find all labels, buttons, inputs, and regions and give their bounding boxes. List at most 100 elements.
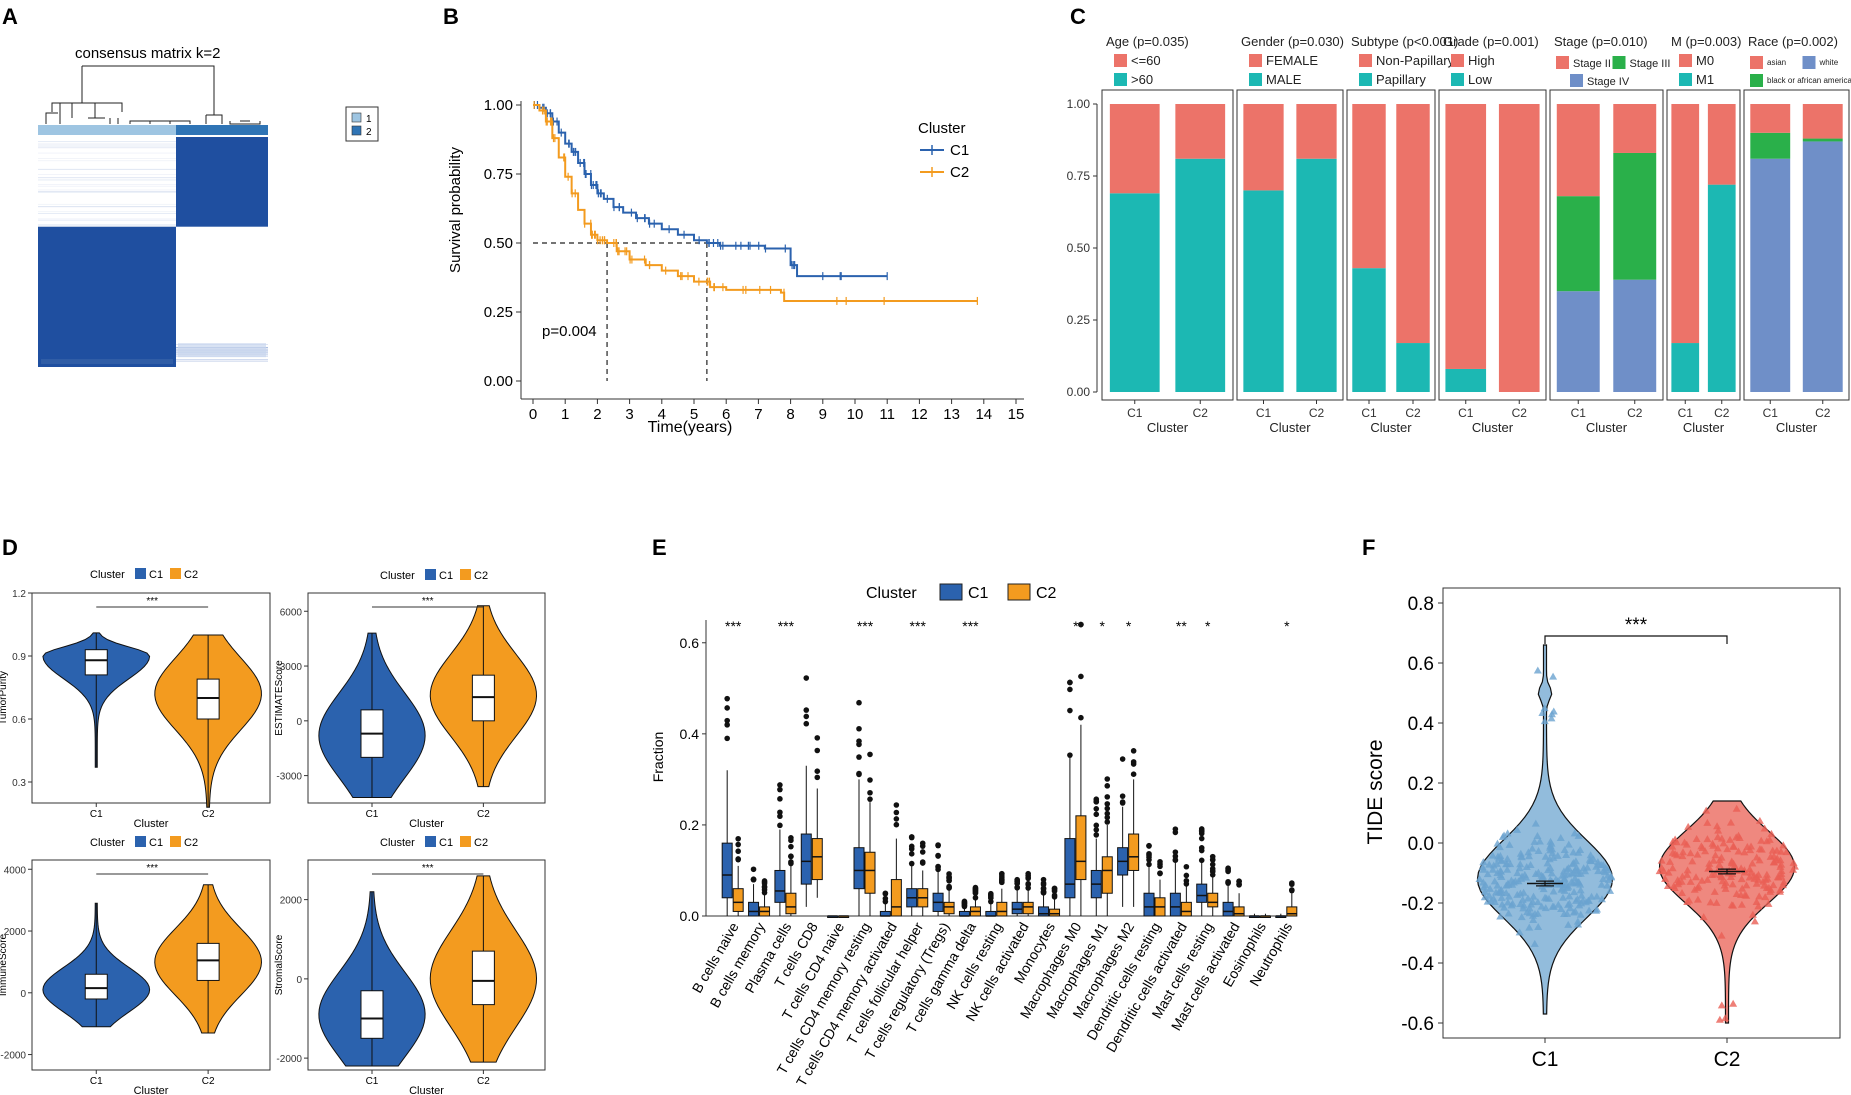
c-facet-frame — [1101, 89, 1234, 401]
f-point — [1524, 848, 1533, 856]
f-xtick-label: C1 — [1532, 1048, 1559, 1071]
panel-label-b: B — [443, 4, 459, 29]
c-facet-frame — [1666, 89, 1741, 401]
e-outlier — [803, 720, 810, 727]
b-xtick-label: 4 — [658, 406, 666, 423]
f-point — [1702, 806, 1711, 814]
e-outlier — [1104, 776, 1111, 782]
c-bar-segment — [1498, 104, 1540, 392]
f-ytick-label: 0.2 — [1408, 774, 1434, 795]
d-xtick-label: C2 — [202, 809, 215, 820]
f-point — [1486, 884, 1495, 892]
f-point — [1490, 877, 1499, 885]
c-legend-label: Non-Papillary — [1376, 53, 1455, 68]
f-point — [1677, 889, 1686, 897]
f-point — [1514, 877, 1523, 885]
e-outlier — [882, 898, 889, 905]
e-legend-swatch-c1 — [939, 583, 963, 601]
f-point — [1757, 836, 1766, 844]
c-legend-label: M1 — [1696, 72, 1714, 87]
d-legend-c1: C1 — [149, 837, 163, 849]
c-facet-title: Subtype (p<0.001) — [1351, 34, 1458, 49]
c-bar-segment — [1243, 104, 1284, 191]
c-legend-label: MALE — [1266, 72, 1302, 87]
b-xtick-label: 6 — [722, 406, 730, 423]
c-bar-segment — [1243, 190, 1284, 392]
e-outlier — [777, 782, 783, 788]
f-point — [1709, 841, 1718, 849]
e-outlier — [999, 873, 1005, 879]
c-xtick-label: C1 — [1678, 406, 1694, 420]
f-point — [1563, 909, 1572, 917]
f-point — [1693, 884, 1702, 892]
e-box-c1 — [721, 842, 733, 899]
e-outlier — [867, 777, 873, 783]
f-point — [1541, 852, 1550, 860]
e-outlier — [1119, 793, 1126, 799]
c-legend-swatch — [1114, 54, 1127, 67]
f-point — [1575, 901, 1584, 909]
c-xtick-label: C2 — [1309, 406, 1325, 420]
panel-label-d: D — [2, 535, 18, 560]
f-point — [1516, 900, 1525, 908]
e-legend-c1: C1 — [968, 585, 989, 602]
c-facet-title: Race (p=0.002) — [1748, 34, 1838, 49]
f-point — [1672, 838, 1681, 846]
legend-swatch-2 — [351, 125, 362, 136]
e-outlier — [1014, 880, 1020, 887]
e-outlier — [856, 770, 862, 777]
f-point — [1483, 870, 1492, 878]
f-point — [1516, 860, 1525, 868]
f-point — [1715, 860, 1724, 868]
f-point — [1525, 904, 1534, 912]
f-point — [1729, 999, 1738, 1007]
f-point — [1713, 844, 1722, 852]
e-outlier — [1078, 714, 1084, 721]
c-ytick-label: 0.50 — [1067, 241, 1091, 255]
f-point — [1546, 846, 1555, 854]
c-legend-label: FEMALE — [1266, 53, 1318, 68]
c-xtick-label: C2 — [1193, 406, 1209, 420]
f-point — [1668, 842, 1677, 850]
b-ytick-label: 1.00 — [484, 97, 513, 114]
b-xtick-label: 5 — [690, 406, 698, 423]
c-bar-segment — [1296, 158, 1337, 392]
f-point — [1576, 910, 1585, 918]
c-bar-segment — [1802, 138, 1843, 142]
c-bar-segment — [1396, 104, 1430, 344]
f-point — [1750, 917, 1759, 925]
b-legend-c2: C2 — [950, 164, 969, 181]
f-point — [1712, 898, 1721, 906]
d-ytick-label: 4000 — [4, 865, 27, 876]
d-legend-swatch-c2 — [170, 836, 181, 847]
c-xlabel: Cluster — [1776, 420, 1818, 435]
f-point — [1726, 872, 1735, 880]
f-point — [1583, 863, 1592, 871]
f-point — [1732, 889, 1741, 897]
f-point — [1549, 707, 1558, 715]
f-point — [1607, 872, 1616, 880]
f-point — [1523, 894, 1532, 902]
c-bar-segment — [1109, 104, 1160, 194]
f-point — [1740, 848, 1749, 856]
f-point — [1697, 876, 1706, 884]
f-point — [1727, 859, 1736, 867]
f-point — [1754, 902, 1763, 910]
c-legend-label: Stage II — [1573, 58, 1611, 70]
f-point — [1549, 902, 1558, 910]
d-ylabel: StromalScore — [274, 934, 285, 995]
panel-label-c: C — [1070, 4, 1086, 29]
e-outlier — [1093, 826, 1100, 833]
f-point — [1715, 1015, 1724, 1023]
e-outlier — [1067, 752, 1073, 758]
f-point — [1531, 819, 1540, 827]
f-point — [1659, 867, 1668, 875]
f-point — [1724, 869, 1733, 877]
e-sig-label: * — [1284, 618, 1290, 634]
e-box-c2 — [785, 892, 797, 915]
b-ytick-label: 0.50 — [484, 235, 513, 252]
f-point — [1723, 845, 1732, 853]
e-outlier — [988, 890, 994, 897]
e-sig-label: * — [1100, 618, 1106, 634]
d-ytick-label: 3000 — [280, 662, 303, 673]
